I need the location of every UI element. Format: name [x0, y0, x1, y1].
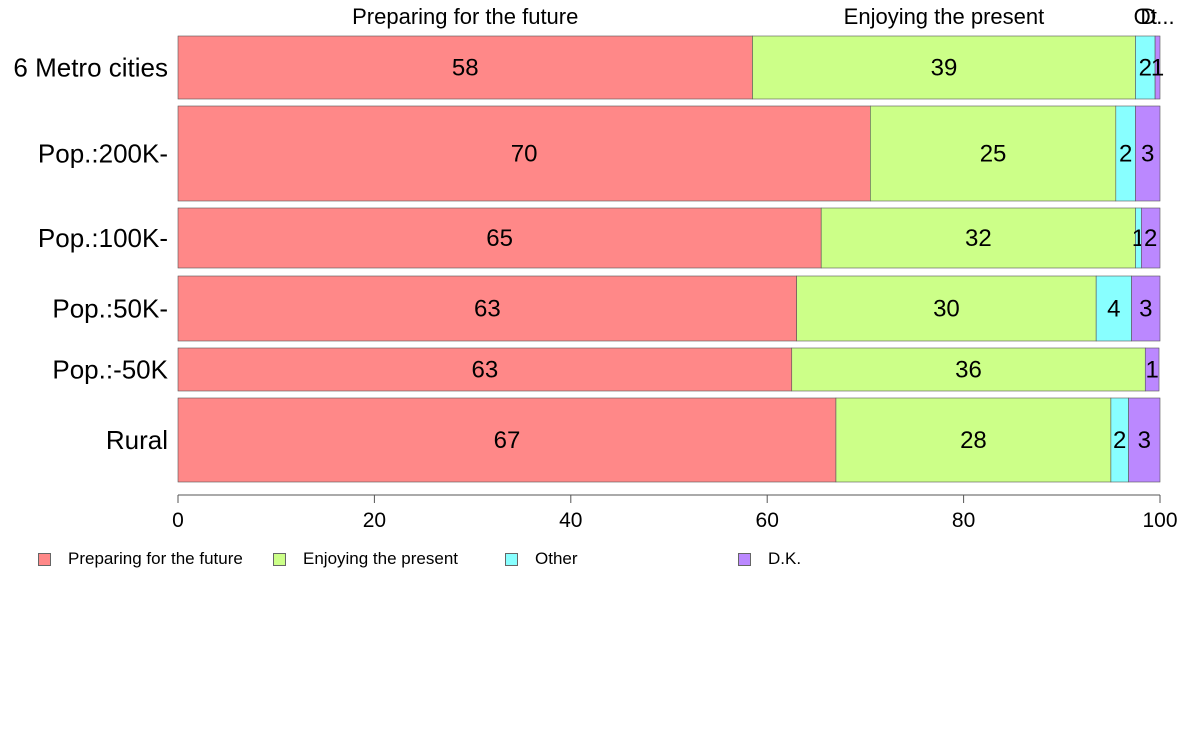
data-label: 3: [1141, 141, 1154, 168]
bar-segment: [752, 35, 1136, 100]
series-header-label: Ot: [1134, 4, 1157, 29]
category-label: 6 Metro cities: [13, 53, 168, 83]
data-label: 25: [980, 141, 1007, 168]
bar-segment: [835, 397, 1112, 483]
data-label: 63: [472, 357, 499, 384]
bar-segment: [1095, 275, 1132, 342]
bar-segment: [791, 347, 1146, 392]
data-label: 28: [960, 427, 987, 454]
x-tick-label: 40: [559, 509, 582, 532]
bar-segment: [1131, 275, 1161, 342]
x-tick-label: 60: [756, 509, 779, 532]
x-tick-label: 100: [1142, 509, 1177, 532]
legend-item-other: Other: [505, 548, 578, 570]
data-label: 70: [511, 141, 538, 168]
bar-segment: [177, 105, 871, 202]
legend-label-preparing: Preparing for the future: [68, 549, 243, 568]
series-header-label: Preparing for the future: [352, 4, 578, 29]
x-tick-label: 20: [363, 509, 386, 532]
category-labels: 6 Metro cities Pop.:200K- Pop.:100K- Pop.:5…: [13, 53, 168, 456]
legend-label-dk: D.K.: [768, 549, 802, 568]
data-label: 3: [1138, 427, 1151, 454]
data-label: 67: [494, 427, 521, 454]
series-header-label: Enjoying the present: [844, 4, 1045, 29]
bar-segment: [177, 397, 837, 483]
bar-segment: [177, 347, 793, 392]
bar-segment: [820, 207, 1136, 269]
data-label: 3: [1139, 296, 1152, 323]
series-header-labels: Preparing for the future Enjoying the pre…: [352, 4, 1175, 29]
x-tick-label: 80: [952, 509, 975, 532]
data-label: 39: [931, 55, 958, 82]
data-label: 63: [474, 296, 501, 323]
series-header-label: D...: [1140, 4, 1174, 29]
data-label: 2: [1119, 141, 1132, 168]
data-label: 32: [965, 225, 992, 252]
bar-segment: [1144, 347, 1160, 392]
bar-segment: [177, 275, 797, 342]
data-label: 2: [1144, 225, 1157, 252]
legend-item-preparing: Preparing for the future: [38, 548, 243, 570]
data-label: 2: [1139, 55, 1152, 82]
legend-swatch-preparing: [38, 552, 51, 566]
category-label: Rural: [106, 425, 168, 455]
data-label: 2: [1113, 427, 1126, 454]
category-label: Pop.:50K-: [52, 294, 168, 324]
data-label: 30: [933, 296, 960, 323]
data-label: 58: [452, 55, 479, 82]
data-label: 4: [1107, 296, 1120, 323]
category-label: Pop.:-50K: [52, 355, 168, 385]
x-tick-label: 0: [172, 509, 184, 532]
bar-segment: [1154, 35, 1161, 100]
legend-swatch-other: [505, 552, 518, 566]
legend: Preparing for the future Enjoying the pr…: [38, 548, 938, 570]
bar-segment: [177, 207, 822, 269]
legend-item-enjoying: Enjoying the present: [273, 548, 458, 570]
data-label: 36: [955, 357, 982, 384]
legend-label-other: Other: [535, 549, 578, 568]
category-label: Pop.:200K-: [38, 139, 168, 169]
bar-segment: [1135, 105, 1161, 202]
legend-item-dk: D.K.: [738, 548, 801, 570]
bar-segment: [796, 275, 1097, 342]
bar-segment: [1141, 207, 1161, 269]
legend-label-enjoying: Enjoying the present: [303, 549, 458, 568]
data-label: 1: [1151, 55, 1164, 82]
legend-swatch-dk: [738, 552, 751, 566]
x-axis: 0 20 40 60 80 100: [172, 494, 1178, 532]
bar-segment: [1128, 397, 1161, 483]
data-label: 1: [1145, 357, 1158, 384]
data-label: 65: [486, 225, 513, 252]
category-label: Pop.:100K-: [38, 223, 168, 253]
legend-swatch-enjoying: [273, 552, 286, 566]
